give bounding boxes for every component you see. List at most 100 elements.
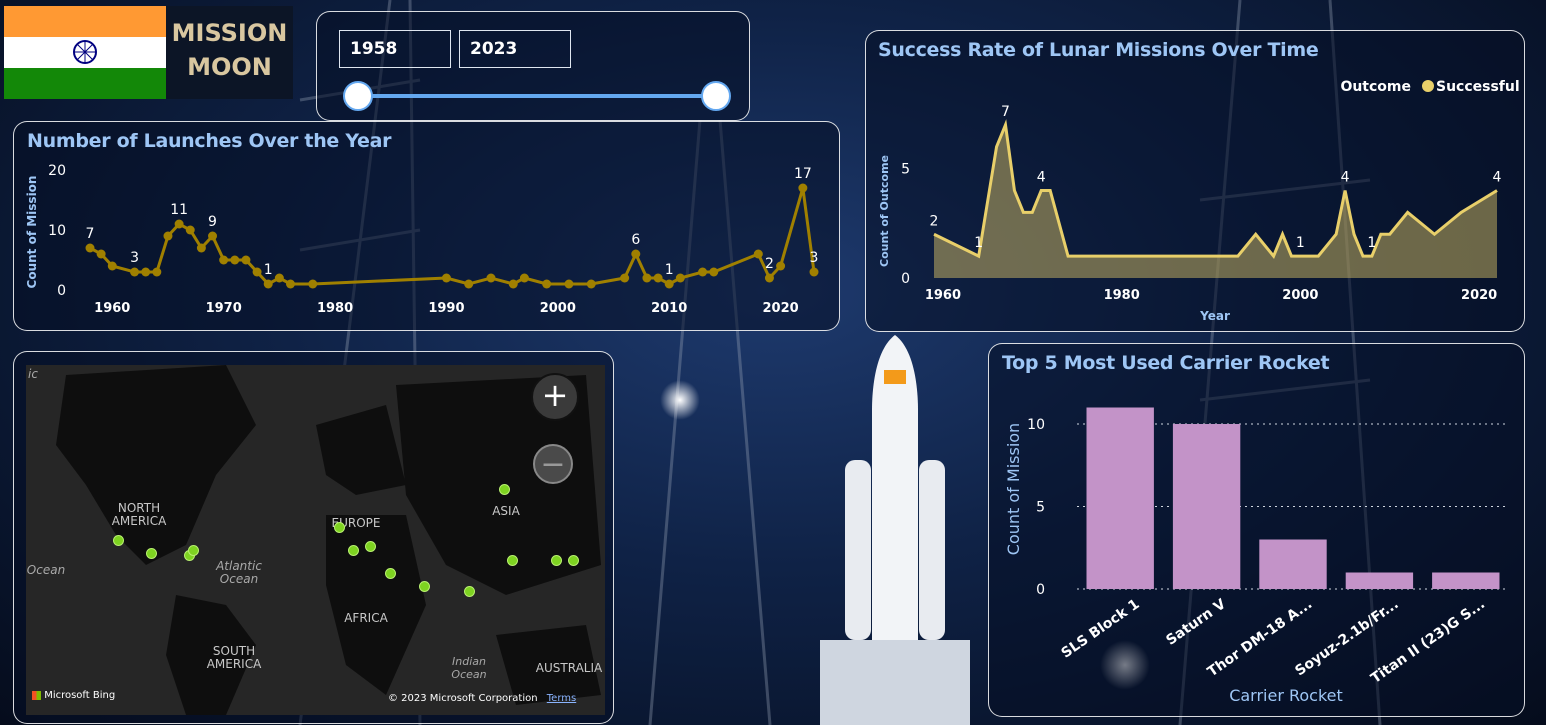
y-tick-label: 5	[901, 162, 910, 178]
launches-chart-title: Number of Launches Over the Year	[27, 130, 392, 152]
year-range-slicer: 1958 2023	[316, 11, 750, 121]
end-year-input[interactable]: 2023	[459, 30, 571, 68]
rocket-bar-chart: Count of Mission Carrier Rocket 10 5 0 SLS …	[1004, 407, 1509, 705]
map-label-edge: ic	[28, 367, 38, 381]
bing-attribution-label: Microsoft Bing	[44, 690, 116, 701]
launches-data-point	[241, 255, 251, 265]
minus-icon: −	[540, 447, 566, 482]
legend-item-successful[interactable]: Successful	[1436, 79, 1520, 95]
copyright-text: © 2023 Microsoft Corporation	[388, 693, 538, 704]
success-chart-title: Success Rate of Lunar Missions Over Time	[878, 39, 1319, 61]
rocket-illustration	[820, 335, 970, 725]
launches-data-point	[508, 279, 518, 289]
launch-site-marker[interactable]	[464, 586, 475, 597]
y-tick-label: 20	[48, 163, 66, 179]
y-axis-label: Count of Outcome	[878, 155, 891, 267]
legend-title: Outcome	[1340, 79, 1411, 95]
map-panel: NORTH AMERICA EUROPE ASIA AFRICA SOUTH A…	[13, 351, 614, 724]
success-data-label: 1	[1367, 235, 1376, 251]
start-year-input[interactable]: 1958	[339, 30, 451, 68]
map-label-africa: AFRICA	[344, 611, 388, 625]
launches-data-label: 11	[170, 202, 188, 218]
x-tick-label: SLS Block 1	[1059, 596, 1143, 661]
launch-site-marker[interactable]	[113, 535, 124, 546]
y-axis-label: Count of Mission	[1004, 423, 1023, 555]
launch-site-marker[interactable]	[348, 545, 359, 556]
launch-site-marker[interactable]	[568, 555, 579, 566]
zoom-out-button[interactable]: −	[533, 444, 573, 484]
y-tick-label: 0	[57, 283, 66, 299]
map-label-asia: ASIA	[492, 504, 520, 518]
launches-data-point	[464, 279, 474, 289]
y-tick-label: 5	[1036, 500, 1045, 516]
launches-data-point	[252, 267, 262, 277]
slider-end-handle[interactable]	[701, 81, 731, 111]
slider-start-handle[interactable]	[343, 81, 373, 111]
rocket-bar	[1086, 407, 1154, 589]
success-series-line	[933, 119, 1498, 260]
launches-data-point	[631, 249, 641, 259]
rocket-bar	[1432, 572, 1500, 589]
map-label-ocean-edge: Ocean	[26, 563, 66, 577]
launches-data-point	[185, 225, 195, 235]
success-area-chart: Outcome Successful Count of Outcome Year…	[878, 79, 1520, 323]
launches-data-point	[219, 255, 229, 265]
ashoka-chakra-icon	[73, 40, 97, 64]
launch-site-marker[interactable]	[365, 541, 376, 552]
launch-site-marker[interactable]	[334, 522, 345, 533]
brand-title-line2: MOON	[187, 53, 272, 81]
terms-link[interactable]: Terms	[546, 693, 577, 704]
x-tick-label: Saturn V	[1163, 596, 1229, 649]
launches-data-point	[620, 273, 630, 283]
launch-site-marker[interactable]	[188, 545, 199, 556]
success-data-label: 1	[974, 235, 983, 251]
launches-data-point	[130, 267, 140, 277]
legend-marker	[1422, 80, 1434, 92]
launches-data-point	[441, 273, 451, 283]
launches-data-point	[542, 279, 552, 289]
launches-data-point	[642, 273, 652, 283]
rocket-bar	[1172, 424, 1241, 589]
launches-data-point	[230, 255, 240, 265]
launches-data-label: 3	[810, 250, 819, 266]
y-tick-label: 0	[901, 271, 910, 287]
zoom-in-button[interactable]: +	[531, 373, 579, 421]
success-data-label: 4	[1493, 170, 1502, 186]
launches-data-point	[519, 273, 529, 283]
launches-data-point	[486, 273, 496, 283]
plus-icon: +	[541, 376, 569, 414]
launches-data-point	[152, 267, 162, 277]
x-tick-label: 1980	[1104, 288, 1140, 303]
y-tick-label: 0	[1036, 582, 1045, 598]
x-tick-label: 1990	[428, 301, 464, 316]
launch-site-marker[interactable]	[551, 555, 562, 566]
launches-data-point	[664, 279, 674, 289]
launch-site-marker[interactable]	[385, 568, 396, 579]
launch-site-marker[interactable]	[499, 484, 510, 495]
x-tick-label: 1970	[206, 301, 242, 316]
continents-shape	[56, 365, 601, 715]
launch-site-marker[interactable]	[507, 555, 518, 566]
launch-site-marker[interactable]	[146, 548, 157, 559]
launches-data-label: 17	[794, 166, 812, 182]
launches-data-point	[776, 261, 786, 271]
launches-data-point	[308, 279, 318, 289]
rocket-chart-panel: Top 5 Most Used Carrier Rocket Count of …	[988, 343, 1525, 717]
slider-track[interactable]	[359, 94, 717, 98]
success-data-label: 7	[1001, 104, 1010, 120]
x-tick-label: 2010	[651, 301, 687, 316]
world-map[interactable]: NORTH AMERICA EUROPE ASIA AFRICA SOUTH A…	[26, 365, 605, 715]
launches-data-point	[753, 249, 763, 259]
x-tick-label: 2000	[1282, 288, 1318, 303]
launches-data-label: 7	[86, 226, 95, 242]
brand-title-line1: MISSION	[171, 19, 288, 47]
launch-site-marker[interactable]	[419, 581, 430, 592]
launches-data-label: 1	[665, 262, 674, 278]
x-tick-label: 1980	[317, 301, 353, 316]
y-tick-label: 10	[1027, 417, 1045, 433]
launches-data-point	[586, 279, 596, 289]
launches-chart-panel: Number of Launches Over the Year Count o…	[13, 121, 840, 331]
launches-data-point	[85, 243, 95, 253]
y-tick-label: 10	[48, 223, 66, 239]
bing-logo-icon	[32, 690, 41, 700]
